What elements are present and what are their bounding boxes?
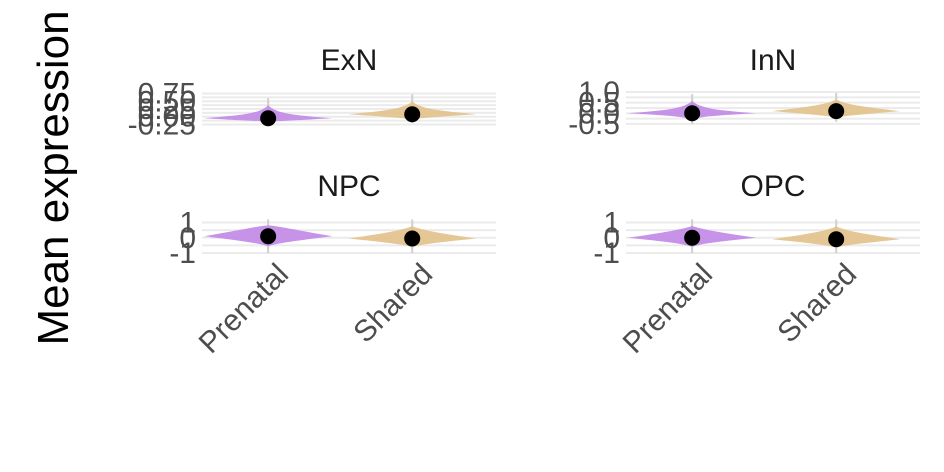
panel-title-inn: InN bbox=[750, 44, 797, 77]
y-tick-label: 0 bbox=[603, 222, 620, 255]
mean-point-prenatal bbox=[260, 110, 277, 127]
y-tick-label: 1 bbox=[179, 207, 196, 240]
mean-point-shared bbox=[828, 231, 845, 248]
y-tick-label: 0.50 bbox=[138, 85, 196, 118]
mean-point-shared bbox=[404, 106, 421, 123]
panel-title-opc: OPC bbox=[740, 170, 805, 203]
x-tick-label-prenatal: Prenatal bbox=[617, 258, 719, 360]
mean-point-prenatal bbox=[684, 105, 701, 122]
mean-point-shared bbox=[828, 103, 845, 120]
y-tick-label: 1 bbox=[603, 207, 620, 240]
y-tick-label: 0.25 bbox=[138, 93, 196, 126]
mean-point-shared bbox=[404, 230, 421, 247]
y-axis-title: Mean expression bbox=[29, 10, 78, 345]
panel-title-npc: NPC bbox=[317, 170, 380, 203]
y-tick-label: 0.0 bbox=[578, 97, 620, 130]
x-tick-label-shared: Shared bbox=[771, 258, 863, 350]
y-tick-label: 0.5 bbox=[578, 87, 620, 120]
y-tick-label: 0 bbox=[179, 222, 196, 255]
mean-point-prenatal bbox=[684, 229, 701, 246]
y-tick-label: -1 bbox=[593, 237, 620, 270]
x-tick-label-shared: Shared bbox=[347, 258, 439, 350]
x-tick-label-prenatal: Prenatal bbox=[193, 258, 295, 360]
y-tick-label: -0.25 bbox=[128, 108, 196, 141]
y-tick-label: -0.5 bbox=[568, 108, 620, 141]
panel-title-exn: ExN bbox=[321, 44, 378, 77]
y-tick-label: 0.75 bbox=[138, 78, 196, 111]
mean-point-prenatal bbox=[260, 228, 277, 245]
y-tick-label: 1.0 bbox=[578, 76, 620, 109]
y-tick-label: 0.00 bbox=[138, 101, 196, 134]
y-tick-label: -1 bbox=[169, 237, 196, 270]
